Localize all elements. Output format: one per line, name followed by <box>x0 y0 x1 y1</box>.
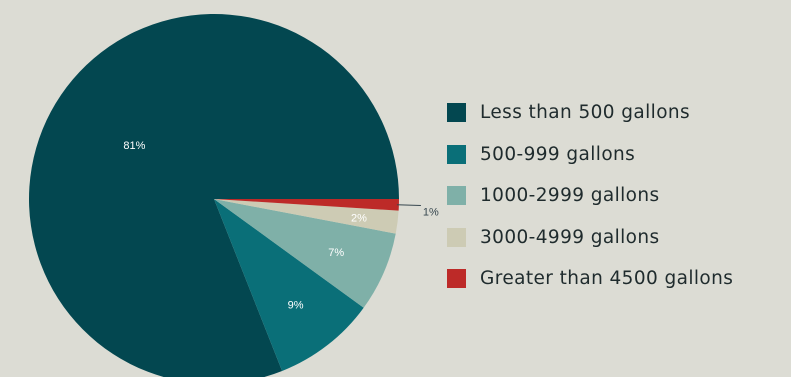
legend-item-1000-2999: 1000-2999 gallons <box>447 175 787 217</box>
slice-value-label-1: 9% <box>288 299 304 311</box>
pie-slice-2 <box>214 199 396 308</box>
legend-label: 500-999 gallons <box>480 143 636 165</box>
slice-value-label-4: 1% <box>423 207 439 219</box>
slice-value-label-0: 81% <box>123 140 145 152</box>
legend-swatch <box>447 103 466 123</box>
slice-value-label-2: 7% <box>328 247 344 259</box>
pie-slice-1 <box>214 199 364 372</box>
legend-item-greater-than-4500: Greater than 4500 gallons <box>447 258 787 300</box>
pie-slice-0 <box>29 14 399 377</box>
pie-slices <box>29 14 399 377</box>
pie-slice-4 <box>214 199 399 211</box>
legend: Less than 500 gallons 500-999 gallons 10… <box>447 92 787 300</box>
legend-label: Greater than 4500 gallons <box>480 268 734 290</box>
legend-label: 3000-4999 gallons <box>480 226 660 248</box>
legend-label: 1000-2999 gallons <box>480 185 660 207</box>
legend-item-3000-4999: 3000-4999 gallons <box>447 217 787 259</box>
callout-line <box>396 204 421 206</box>
legend-item-less-than-500: Less than 500 gallons <box>447 92 787 134</box>
legend-swatch <box>447 186 466 206</box>
legend-item-500-999: 500-999 gallons <box>447 134 787 176</box>
legend-swatch <box>447 227 466 247</box>
slice-value-label-3: 2% <box>351 212 367 224</box>
pie-slice-3 <box>214 199 399 234</box>
legend-swatch <box>447 144 466 164</box>
pie-labels: 81% 9% 7% 2% 1% <box>123 140 439 311</box>
legend-swatch <box>447 269 466 289</box>
legend-label: Less than 500 gallons <box>480 102 691 124</box>
